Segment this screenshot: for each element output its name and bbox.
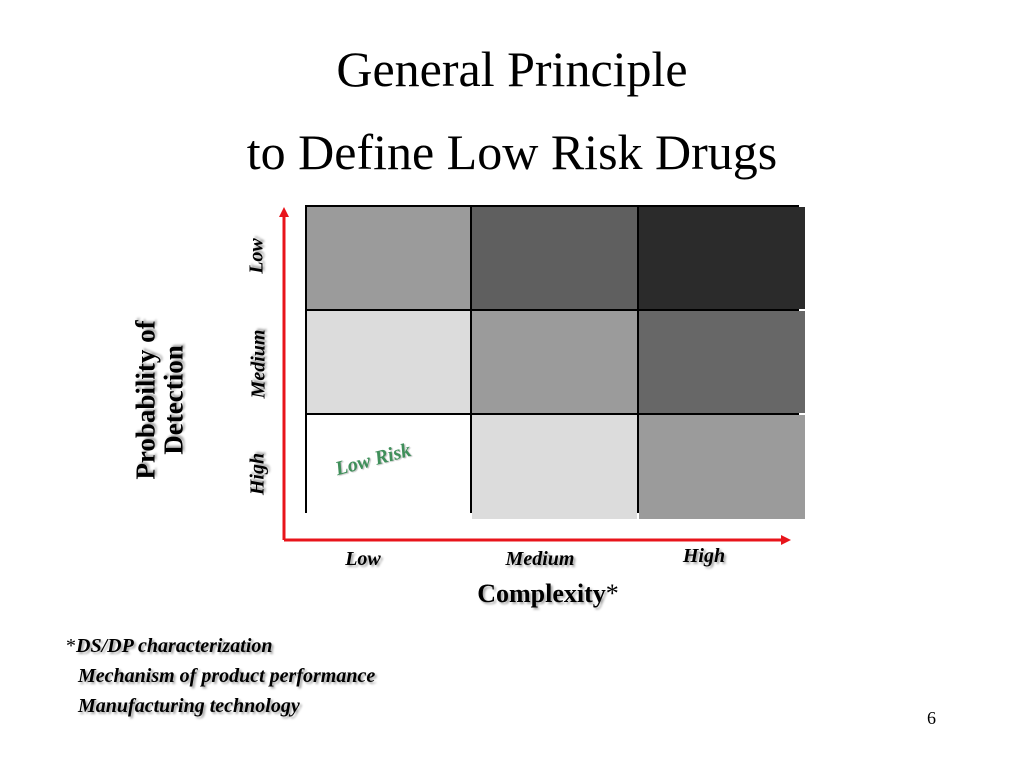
footnote-item-characterization: DS/DP characterization (76, 635, 273, 657)
footnote-item-mechanism: Mechanism of product performance (78, 665, 376, 687)
matrix-cell-r1-c2 (472, 207, 637, 309)
footnote-item-manufacturing: Manufacturing technology (78, 695, 300, 717)
matrix-cell-r2-c2 (472, 311, 637, 413)
footnote-line-3: Manufacturing technology (66, 691, 375, 721)
y-tick-high: High (246, 452, 269, 496)
matrix-cell-r3-c3 (639, 415, 805, 519)
matrix-cell-r1-c3 (639, 207, 805, 309)
y-tick-medium: Medium (247, 329, 270, 399)
footnote-marker: * (66, 635, 76, 657)
risk-matrix: Low Risk (305, 205, 805, 519)
footnote: *DS/DP characterization Mechanism of pro… (66, 631, 375, 721)
page-number: 6 (927, 708, 936, 728)
x-tick-high: High (682, 545, 726, 567)
matrix-cell-r3-c1: Low Risk (307, 415, 470, 519)
matrix-cell-r2-c3 (639, 311, 805, 413)
x-axis-title-marker: * (605, 579, 619, 608)
y-tick-low: Low (245, 238, 268, 274)
matrix-cell-r2-c1 (307, 311, 470, 413)
slide-title-line-2: to Define Low Risk Drugs (246, 124, 778, 180)
x-axis-title-text: Complexity (477, 579, 606, 608)
low-risk-label: Low Risk (333, 439, 414, 481)
y-axis-title: Probability of Detection (130, 320, 189, 480)
y-axis-title-line-1: Probability of (130, 320, 161, 480)
footnote-line-1: *DS/DP characterization (66, 631, 375, 661)
x-axis-title: Complexity* (477, 579, 619, 609)
x-tick-medium: Medium (505, 548, 575, 570)
footnote-line-2: Mechanism of product performance (66, 661, 375, 691)
matrix-cell-r3-c2 (472, 415, 637, 519)
slide-title-line-1: General Principle (336, 41, 688, 97)
x-tick-low: Low (345, 548, 381, 570)
matrix-cell-r1-c1 (307, 207, 470, 309)
y-axis-title-line-2: Detection (159, 345, 189, 455)
